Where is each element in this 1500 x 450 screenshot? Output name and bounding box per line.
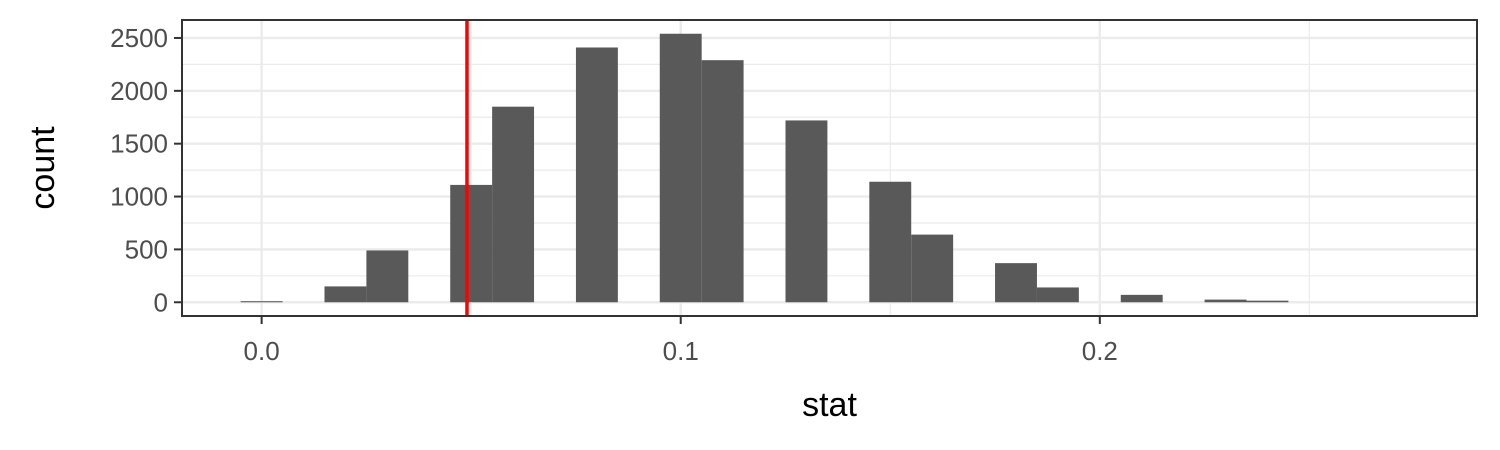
x-axis: 0.0 0.1 0.2 — [244, 316, 1118, 366]
x-axis-title: stat — [802, 386, 857, 424]
x-tick-label: 0.2 — [1082, 336, 1118, 366]
y-tick-label: 0 — [154, 287, 168, 317]
bars-group — [240, 33, 1289, 303]
x-tick-label: 0.1 — [663, 336, 699, 366]
y-axis: 0 500 1000 1500 2000 2500 — [110, 23, 182, 317]
histogram-bar — [240, 301, 283, 303]
histogram-bar — [492, 106, 535, 303]
histogram-bar — [575, 47, 618, 303]
panel-border — [181, 19, 1478, 317]
histogram-bar — [1246, 300, 1289, 303]
histogram-bar — [450, 184, 493, 303]
histogram-bar — [911, 234, 954, 303]
y-axis-title: count — [24, 126, 62, 210]
histogram-bar — [659, 33, 702, 303]
x-tick-label: 0.0 — [244, 336, 280, 366]
y-tick-label: 1500 — [110, 129, 168, 159]
histogram-bar — [366, 250, 409, 303]
y-tick-label: 500 — [125, 234, 168, 264]
y-tick-label: 2500 — [110, 23, 168, 53]
y-tick-label: 2000 — [110, 76, 168, 106]
histogram-bar — [324, 286, 367, 303]
y-tick-label: 1000 — [110, 182, 168, 212]
histogram-bar — [1204, 299, 1247, 303]
histogram-bar — [995, 263, 1037, 303]
histogram-bar — [869, 181, 912, 303]
histogram-bar — [785, 120, 828, 303]
histogram-bar — [701, 60, 744, 303]
histogram-bar — [1036, 287, 1079, 303]
histogram-bar — [1120, 294, 1163, 303]
